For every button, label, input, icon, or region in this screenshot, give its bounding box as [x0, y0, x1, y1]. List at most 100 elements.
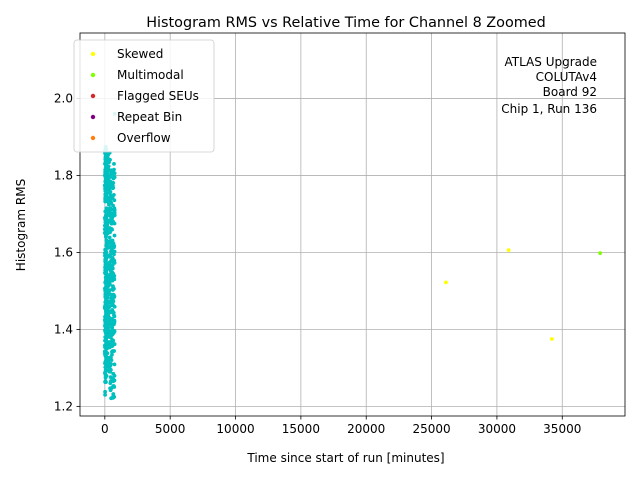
data-point — [109, 358, 114, 362]
data-point — [110, 349, 114, 354]
data-point — [104, 355, 109, 360]
data-point — [104, 250, 109, 255]
data-point — [111, 193, 116, 197]
data-point — [105, 173, 110, 178]
data-point — [107, 282, 112, 287]
data-point — [103, 153, 108, 158]
data-point — [109, 299, 114, 304]
data-point — [112, 221, 117, 226]
legend-marker — [90, 51, 96, 57]
data-point — [112, 161, 116, 166]
data-point — [111, 322, 116, 327]
data-point — [108, 263, 113, 267]
data-points — [102, 111, 603, 401]
data-point — [105, 351, 110, 356]
data-point — [110, 340, 115, 345]
x-tick-label: 35000 — [543, 422, 581, 436]
data-point — [104, 234, 108, 239]
data-point — [103, 374, 108, 378]
y-tick-label: 1.2 — [54, 399, 73, 413]
data-point — [108, 292, 113, 297]
data-point — [109, 325, 114, 330]
data-point — [112, 260, 117, 265]
data-point — [104, 299, 109, 304]
data-point — [108, 368, 113, 373]
data-point — [106, 157, 111, 162]
data-point — [110, 287, 115, 292]
legend-label: Skewed — [117, 47, 163, 61]
legend-marker — [90, 135, 96, 141]
annotation-line: Board 92 — [543, 85, 597, 99]
data-point — [109, 334, 113, 339]
y-tick-label: 1.8 — [54, 168, 73, 182]
data-point — [104, 364, 109, 369]
data-point — [112, 233, 117, 238]
x-tick-label: 15000 — [282, 422, 320, 436]
data-point — [110, 376, 115, 381]
data-point — [549, 337, 554, 341]
data-point — [108, 273, 113, 278]
data-point — [109, 211, 114, 216]
data-point — [104, 320, 109, 325]
grid — [80, 33, 625, 416]
data-point — [103, 389, 107, 394]
annotation-line: COLUTAv4 — [536, 70, 597, 84]
y-axis-ticks: 1.2 1.4 1.6 1.8 2.0 — [54, 91, 80, 413]
data-point — [444, 280, 448, 285]
data-point — [105, 218, 110, 223]
data-point — [109, 386, 114, 390]
x-tick-label: 5000 — [155, 422, 186, 436]
data-point — [112, 395, 117, 399]
data-point — [108, 206, 113, 211]
legend-label: Flagged SEUs — [117, 89, 199, 103]
data-point — [107, 315, 111, 320]
data-point — [110, 352, 114, 357]
data-point — [106, 185, 111, 190]
data-point — [109, 221, 114, 226]
data-point — [104, 208, 109, 213]
data-point — [110, 303, 115, 307]
data-point — [110, 243, 115, 248]
data-point — [108, 363, 113, 368]
y-tick-label: 1.4 — [54, 322, 73, 336]
data-point — [104, 265, 109, 270]
annotation-line: ATLAS Upgrade — [504, 55, 597, 69]
data-point — [108, 239, 113, 243]
data-point — [112, 175, 117, 180]
legend-marker — [90, 93, 96, 99]
data-point — [108, 331, 113, 336]
data-point — [111, 371, 116, 376]
data-point — [107, 235, 112, 240]
data-point — [111, 328, 116, 333]
data-point — [109, 344, 114, 349]
data-point — [104, 294, 109, 299]
data-point — [106, 166, 110, 171]
data-point — [104, 346, 109, 351]
data-point — [108, 182, 113, 187]
data-point — [598, 251, 603, 256]
legend-label: Repeat Bin — [117, 110, 182, 124]
data-point — [110, 186, 115, 191]
data-point — [110, 255, 115, 260]
data-point — [107, 289, 111, 293]
data-point — [109, 200, 114, 205]
plot-frame — [79, 32, 626, 417]
data-point — [105, 303, 110, 308]
data-point — [112, 362, 117, 367]
data-point — [112, 207, 117, 212]
x-axis-label: Time since start of run [minutes] — [246, 451, 444, 465]
data-point — [103, 186, 107, 191]
x-tick-label: 0 — [101, 422, 109, 436]
legend-box — [73, 39, 215, 153]
data-point — [108, 322, 113, 326]
data-point — [110, 216, 114, 221]
data-point — [103, 370, 107, 375]
legend-label: Overflow — [117, 131, 171, 145]
data-point — [106, 211, 111, 216]
data-point — [106, 229, 110, 234]
data-point — [104, 240, 109, 245]
data-point — [108, 309, 113, 314]
data-point — [104, 255, 109, 260]
chart-title: Histogram RMS vs Relative Time for Chann… — [146, 15, 546, 31]
